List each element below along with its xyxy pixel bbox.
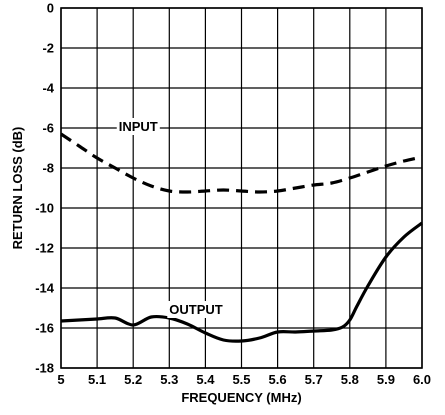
y-tick-label: -6 — [42, 121, 54, 136]
x-tick-label: 5.7 — [305, 372, 323, 387]
y-tick-label: -10 — [35, 201, 54, 216]
x-tick-label: 5.1 — [88, 372, 106, 387]
input-label-backing — [116, 118, 160, 135]
x-tick-label: 5.6 — [269, 372, 287, 387]
input-series-line — [60, 132, 423, 194]
x-tick-label: 5.9 — [377, 372, 395, 387]
label-layer: FREQUENCY (MHz) RETURN LOSS (dB) — [10, 127, 302, 405]
input-series-label: INPUT — [119, 119, 158, 134]
y-axis-title: RETURN LOSS (dB) — [10, 127, 25, 250]
series-layer: INPUT OUTPUT — [60, 118, 423, 343]
output-label-backing — [167, 301, 225, 318]
x-tick-label: 5.3 — [160, 372, 178, 387]
tick-layer: 5 5.1 5.2 5.3 5.4 5.5 5.6 5.7 5.8 5.9 6.0 0 -2 -4 -6 -8… — [35, 1, 431, 388]
x-axis-title: FREQUENCY (MHz) — [181, 390, 301, 405]
output-series-line — [60, 221, 423, 343]
x-tick-label: 5.2 — [124, 372, 142, 387]
x-tick-label: 5 — [57, 372, 64, 387]
y-tick-label: -16 — [35, 321, 54, 336]
y-tick-label: -4 — [42, 81, 54, 96]
y-tick-label: -2 — [42, 41, 54, 56]
output-series-label: OUTPUT — [169, 302, 223, 317]
y-tick-label: -12 — [35, 241, 54, 256]
y-tick-label: 0 — [47, 1, 54, 16]
frame-layer — [60, 7, 423, 369]
y-tick-label: -18 — [35, 361, 54, 376]
y-tick-label: -8 — [42, 161, 54, 176]
x-tick-label: 5.8 — [341, 372, 359, 387]
x-tick-label: 5.5 — [232, 372, 250, 387]
plot-frame — [60, 7, 423, 369]
grid-layer — [60, 7, 423, 369]
x-tick-label: 5.4 — [196, 372, 215, 387]
y-tick-label: -14 — [35, 281, 55, 296]
x-tick-label: 6.0 — [413, 372, 431, 387]
